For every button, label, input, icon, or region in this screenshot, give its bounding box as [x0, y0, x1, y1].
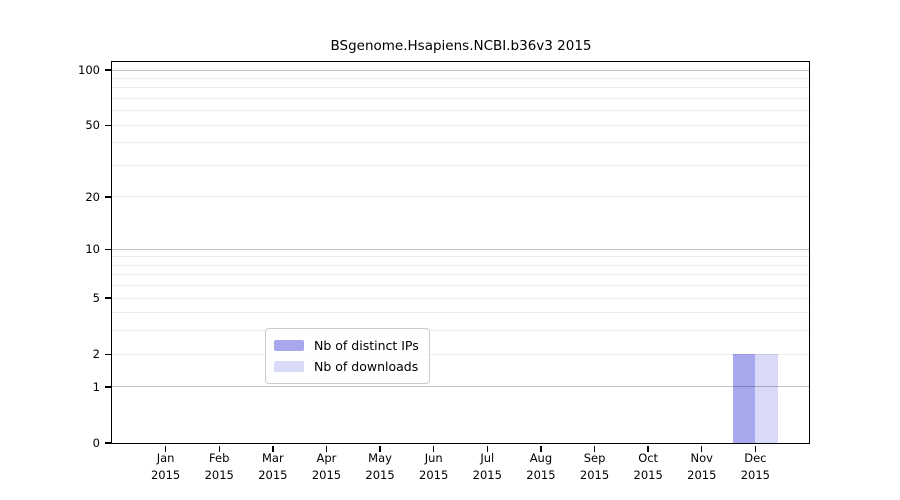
chart-title: BSgenome.Hsapiens.NCBI.b36v3 2015 [330, 38, 592, 54]
x-tick-month-aug: Aug [529, 451, 553, 465]
x-tick-month-nov: Nov [690, 451, 713, 465]
x-tick-year-dec: 2015 [740, 468, 771, 482]
gridline-y-30 [112, 164, 809, 166]
legend-swatch-nb-of-distinct-ips [274, 340, 304, 351]
x-tick-label-nov: Nov 2015 [670, 450, 734, 484]
legend-label-nb-of-distinct-ips: Nb of distinct IPs [314, 338, 419, 353]
x-tick-aug [540, 445, 542, 452]
x-tick-year-oct: 2015 [633, 468, 663, 482]
legend-swatch-nb-of-downloads [274, 361, 304, 372]
x-tick-month-sep: Sep [583, 451, 606, 465]
x-tick-month-feb: Feb [209, 451, 230, 465]
x-tick-sep [593, 445, 596, 452]
y-tick-5 [105, 297, 111, 299]
y-tick-label-20: 20 [85, 189, 100, 204]
x-tick-month-apr: Apr [316, 451, 337, 465]
legend-label-nb-of-downloads: Nb of downloads [314, 359, 419, 374]
gridline-y-9 [112, 256, 809, 258]
x-tick-label-jun: Jun 2015 [402, 450, 466, 484]
x-tick-label-may: May 2015 [348, 450, 412, 484]
gridline-y-80 [112, 87, 809, 89]
gridline-y-2 [112, 353, 809, 355]
gridline-y-40 [112, 142, 809, 144]
x-tick-label-oct: Oct 2015 [616, 450, 680, 484]
y-tick-20 [105, 196, 111, 198]
gridline-y-7 [112, 274, 809, 276]
gridline-y-4 [112, 312, 809, 314]
y-tick-0 [105, 442, 111, 444]
gridline-y-3 [112, 330, 809, 332]
y-tick-10 [105, 248, 111, 250]
gridline-y-8 [112, 264, 809, 266]
x-tick-month-jan: Jan [156, 451, 175, 465]
y-tick-2 [105, 353, 111, 355]
plot-area: 0 1 2 5 10 20 50 100 Jan 2015 Feb 2015 Mar 2015 Apr 201… [78, 61, 810, 482]
gridline-y-20 [112, 196, 809, 198]
x-tick-jan [164, 445, 167, 452]
x-tick-month-oct: Oct [638, 451, 659, 465]
x-tick-month-mar: Mar [261, 451, 284, 465]
gridline-y-10 [112, 248, 809, 250]
gridline-y-6 [112, 285, 809, 287]
x-tick-mar [272, 445, 274, 452]
gridline-y-90 [112, 77, 809, 79]
x-tick-year-nov: 2015 [687, 468, 717, 482]
gridline-y-70 [112, 97, 809, 99]
y-tick-label-100: 100 [78, 63, 100, 77]
x-tick-label-aug: Aug 2015 [509, 450, 573, 484]
x-tick-month-dec: Dec [744, 451, 767, 465]
y-tick-label-50: 50 [85, 118, 100, 133]
x-tick-year-apr: 2015 [311, 468, 342, 482]
x-tick-year-mar: 2015 [258, 468, 288, 482]
gridline-y-100 [112, 69, 809, 71]
x-tick-year-jan: 2015 [150, 468, 181, 482]
legend-row-nb-of-distinct-ips: Nb of distinct IPs [274, 335, 419, 356]
x-tick-label-mar: Mar 2015 [241, 450, 305, 484]
x-tick-year-jun: 2015 [419, 468, 449, 482]
x-tick-year-feb: 2015 [204, 468, 234, 482]
y-tick-label-0: 0 [92, 436, 100, 450]
y-tick-100 [105, 69, 111, 71]
bar-dec-nb-of-downloads [755, 354, 778, 443]
gridline-y-5 [112, 297, 809, 299]
x-tick-label-apr: Apr 2015 [294, 450, 358, 484]
y-tick-label-5: 5 [92, 291, 100, 306]
gridline-y-50 [112, 124, 809, 126]
legend-row-nb-of-downloads: Nb of downloads [274, 356, 419, 377]
x-tick-dec [754, 445, 757, 452]
x-tick-label-dec: Dec 2015 [723, 450, 787, 484]
x-tick-year-may: 2015 [365, 468, 395, 482]
y-tick-label-2: 2 [92, 347, 100, 362]
x-tick-oct [647, 445, 649, 452]
gridline-y-60 [112, 110, 809, 112]
y-tick-50 [105, 124, 111, 126]
x-tick-month-jul: Jul [480, 451, 495, 465]
y-tick-label-10: 10 [85, 242, 100, 257]
x-tick-label-jan: Jan 2015 [134, 450, 198, 484]
x-tick-feb [218, 445, 220, 452]
x-tick-label-feb: Feb 2015 [187, 450, 251, 484]
y-tick-label-1: 1 [92, 379, 100, 394]
legend: Nb of distinct IPs Nb of downloads [265, 328, 430, 384]
x-tick-year-sep: 2015 [579, 468, 610, 482]
x-tick-month-jun: Jun [424, 451, 443, 465]
y-tick-1 [105, 386, 111, 388]
x-tick-label-sep: Sep 2015 [563, 450, 627, 484]
x-tick-year-jul: 2015 [472, 468, 502, 482]
x-tick-may [379, 445, 381, 452]
gridline-y-1 [112, 386, 809, 388]
bar-dec-nb-of-distinct-ips [732, 354, 756, 443]
x-tick-jun [432, 445, 435, 452]
x-tick-month-may: May [368, 451, 392, 465]
x-tick-label-jul: Jul 2015 [455, 450, 519, 484]
x-tick-apr [325, 445, 328, 452]
x-tick-jul [486, 445, 488, 452]
x-tick-year-aug: 2015 [526, 468, 556, 482]
x-tick-nov [701, 445, 703, 452]
